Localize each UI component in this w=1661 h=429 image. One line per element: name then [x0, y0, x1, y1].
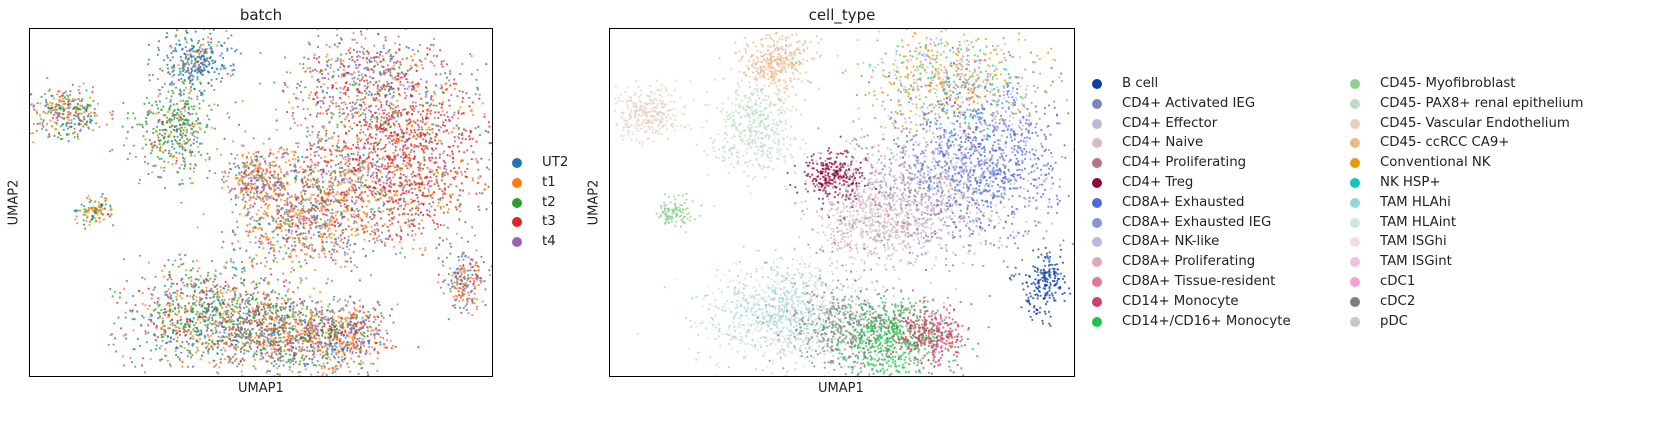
cell-type-legend-label: CD45- Myofibroblast [1380, 76, 1516, 91]
cell-type-legend-label: cDC2 [1380, 293, 1416, 309]
cell-type-point-cluster [835, 46, 1074, 281]
batch-legend-marker [512, 197, 522, 208]
cell-type-legend-marker [1350, 118, 1360, 129]
cell-type-legend-label: CD14+ Monocyte [1122, 293, 1239, 309]
batch-legend-label: t3 [542, 214, 556, 230]
cell-type-legend-label: CD4+ Treg [1122, 175, 1194, 190]
cell-type-legend-marker [1350, 257, 1360, 268]
cell-type-plot-title: cell_type [808, 6, 876, 24]
cell-type-point-cluster [774, 165, 972, 288]
cell-type-legend-marker [1092, 316, 1102, 327]
cell-type-umap-plot [609, 28, 1075, 377]
cell-type-legend-label: CD4+ Naive [1122, 135, 1204, 151]
cell-type-legend-label: CD8A+ Exhausted IEG [1122, 214, 1272, 230]
cell-type-point-cluster [689, 57, 808, 208]
cell-type-legend-marker [1092, 138, 1102, 149]
cell-type-legend-label: TAM ISGhi [1380, 234, 1447, 250]
batch-point-cluster [30, 76, 115, 144]
batch-legend-marker [512, 217, 522, 228]
cell-type-legend-marker [1350, 158, 1360, 169]
cell-type-legend-label: CD14+/CD16+ Monocyte [1122, 313, 1291, 329]
cell-type-legend-label: TAM HLAint [1380, 214, 1457, 230]
cell-type-point-cluster [636, 236, 904, 376]
cell-type-legend-label: CD8A+ Exhausted [1122, 194, 1245, 210]
batch-point-cluster [187, 262, 365, 376]
batch-scatter-canvas [30, 29, 492, 376]
cell-type-point-cluster [868, 289, 991, 376]
cell-type-legend-marker [1092, 79, 1102, 89]
batch-point-cluster [147, 29, 242, 111]
batch-legend-label: t1 [542, 174, 556, 190]
batch-point-cluster [280, 39, 492, 285]
cell-type-legend-marker [1350, 277, 1360, 287]
cell-type-legend-label: CD8A+ NK-like [1122, 234, 1220, 250]
cell-type-legend-label: CD4+ Proliferating [1122, 155, 1247, 171]
cell-type-legend-label: CD4+ Activated IEG [1122, 95, 1256, 111]
cell-type-legend-label: Conventional NK [1380, 155, 1491, 171]
cell-type-point-cluster [610, 79, 695, 147]
batch-legend-marker [512, 158, 522, 168]
batch-point-cluster [436, 242, 492, 321]
batch-legend: UT2 t1 t2 t3 t4 [512, 153, 582, 253]
batch-umap-plot [29, 28, 493, 377]
cell-type-x-axis-label: UMAP1 [818, 381, 864, 396]
cell-type-legend-marker [1092, 178, 1102, 188]
batch-legend-marker [512, 177, 522, 188]
cell-type-legend-marker [1092, 158, 1102, 169]
cell-type-legend-label: B cell [1122, 76, 1159, 91]
cell-type-legend-label: NK HSP+ [1380, 175, 1441, 190]
batch-x-axis-label: UMAP1 [238, 381, 284, 396]
batch-point-cluster [220, 143, 378, 284]
cell-type-legend-marker [1350, 217, 1360, 228]
cell-type-legend-label: cDC1 [1380, 274, 1416, 289]
cell-type-legend-label: TAM ISGint [1380, 254, 1452, 270]
batch-point-cluster [73, 192, 114, 230]
cell-type-legend-marker [1350, 237, 1360, 248]
batch-y-axis-label: UMAP2 [6, 179, 22, 226]
cell-type-legend-label: CD8A+ Tissue-resident [1122, 274, 1276, 289]
cell-type-legend-label: CD45- ccRCC CA9+ [1380, 135, 1510, 151]
cell-type-legend-marker [1092, 257, 1102, 268]
cell-type-point-cluster [718, 29, 839, 111]
batch-point-cluster [109, 63, 255, 204]
cell-type-legend-marker [1350, 197, 1360, 208]
cell-type-legend-marker [1092, 217, 1102, 228]
cell-type-legend-marker [1350, 296, 1360, 307]
cell-type-y-axis-label: UMAP2 [586, 179, 602, 226]
cell-type-legend-marker [1350, 316, 1360, 327]
cell-type-legend-label: CD45- PAX8+ renal epithelium [1380, 95, 1584, 111]
cell-type-point-cluster [655, 192, 703, 234]
cell-type-legend-marker [1350, 138, 1360, 149]
cell-type-legend-marker [1350, 178, 1360, 188]
batch-plot-title: batch [239, 6, 283, 24]
cell-type-legend-label: CD45- Vascular Endothelium [1380, 115, 1570, 131]
cell-type-legend-marker [1350, 79, 1360, 89]
batch-legend-marker [512, 237, 522, 248]
batch-point-cluster [107, 226, 334, 376]
cell-type-legend-marker [1350, 98, 1360, 109]
batch-legend-label: t4 [542, 234, 556, 250]
batch-point-cluster [215, 282, 394, 376]
cell-type-point-cluster [795, 29, 1068, 151]
cell-type-legend-label: CD4+ Effector [1122, 115, 1218, 131]
batch-point-cluster [288, 295, 420, 370]
cell-type-legend-marker [1092, 296, 1102, 307]
cell-type-legend-label: pDC [1380, 313, 1408, 329]
batch-legend-label: UT2 [542, 155, 569, 170]
cell-type-scatter-canvas [610, 29, 1074, 376]
batch-legend-label: t2 [542, 194, 556, 210]
cell-type-legend-marker [1092, 277, 1102, 287]
cell-type-point-cluster [756, 261, 949, 376]
cell-type-legend: B cell CD4+ Activated IEG CD4+ Effector CD4… [1092, 74, 1657, 336]
cell-type-legend-label: TAM HLAhi [1380, 194, 1451, 210]
cell-type-legend-marker [1092, 237, 1102, 248]
cell-type-legend-marker [1092, 118, 1102, 129]
cell-type-point-cluster [1008, 246, 1074, 327]
cell-type-legend-marker [1092, 98, 1102, 109]
cell-type-legend-marker [1092, 197, 1102, 208]
cell-type-legend-label: CD8A+ Proliferating [1122, 254, 1256, 270]
